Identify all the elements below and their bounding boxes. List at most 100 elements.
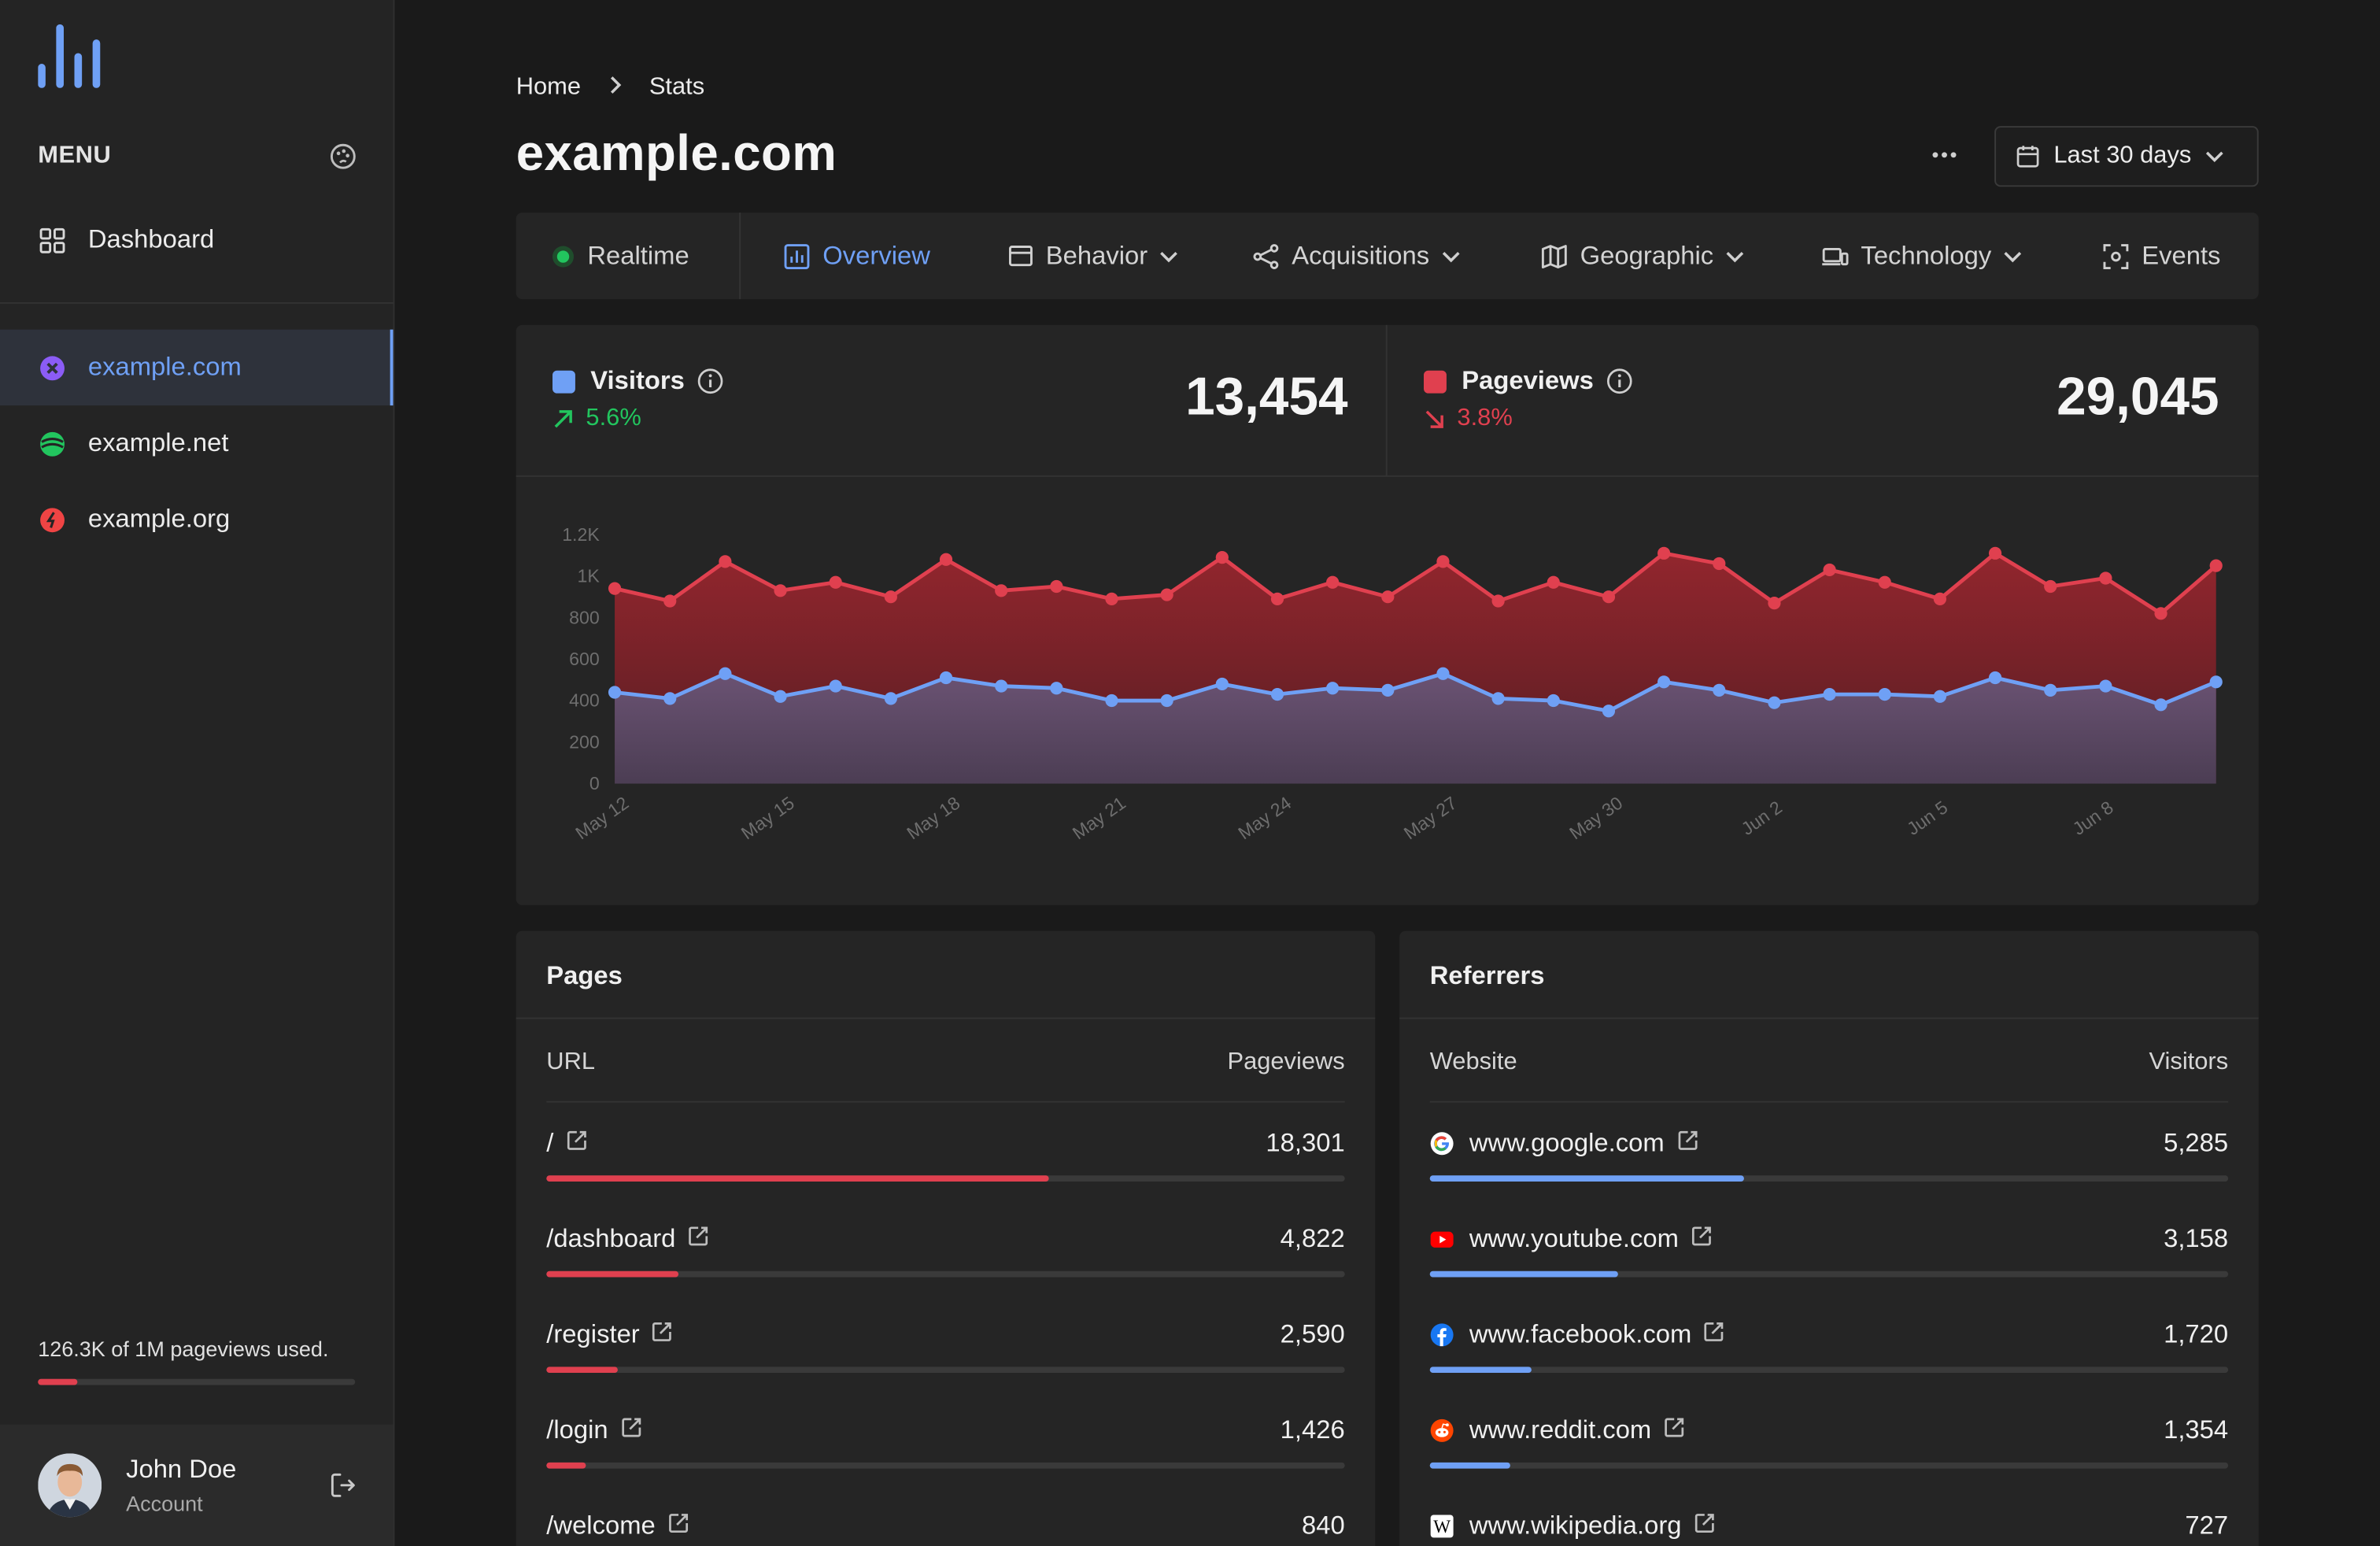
data-point[interactable] bbox=[608, 582, 622, 595]
tab-geographic[interactable]: Geographic bbox=[1540, 213, 1744, 299]
table-row[interactable]: /register 2,590 bbox=[546, 1319, 1345, 1416]
data-point[interactable] bbox=[995, 584, 1008, 597]
data-point[interactable] bbox=[1658, 546, 1671, 560]
tab-events[interactable]: Events bbox=[2102, 213, 2220, 299]
data-point[interactable] bbox=[719, 555, 732, 568]
data-point[interactable] bbox=[663, 692, 677, 705]
avatar[interactable] bbox=[38, 1453, 102, 1518]
data-point[interactable] bbox=[1050, 682, 1063, 695]
info-icon[interactable] bbox=[697, 368, 724, 395]
row-label[interactable]: /register bbox=[546, 1319, 640, 1349]
data-point[interactable] bbox=[1491, 692, 1505, 705]
data-point[interactable] bbox=[1381, 590, 1395, 604]
data-point[interactable] bbox=[719, 667, 732, 680]
data-point[interactable] bbox=[608, 686, 622, 699]
data-point[interactable] bbox=[774, 690, 787, 703]
tab-technology[interactable]: Technology bbox=[1821, 213, 2022, 299]
external-link-icon[interactable] bbox=[1664, 1415, 1685, 1446]
row-label[interactable]: www.reddit.com bbox=[1469, 1415, 1652, 1444]
data-point[interactable] bbox=[2044, 683, 2057, 697]
data-point[interactable] bbox=[1768, 696, 1781, 709]
table-row[interactable]: www.google.com 5,285 bbox=[1429, 1128, 2229, 1224]
visitors-stat[interactable]: Visitors 5.6% 13,454 bbox=[516, 325, 1388, 477]
data-point[interactable] bbox=[1270, 592, 1284, 605]
sidebar-item-dashboard[interactable]: Dashboard bbox=[0, 202, 393, 278]
data-point[interactable] bbox=[1933, 592, 1947, 605]
external-link-icon[interactable] bbox=[566, 1128, 587, 1159]
pageviews-stat[interactable]: Pageviews 3.8% 29,045 bbox=[1388, 325, 2259, 477]
logout-icon[interactable] bbox=[329, 1471, 357, 1499]
external-link-icon[interactable] bbox=[1676, 1128, 1698, 1159]
data-point[interactable] bbox=[1160, 693, 1173, 708]
data-point[interactable] bbox=[1215, 677, 1229, 691]
sidebar-item-example-com[interactable]: example.com bbox=[0, 329, 394, 406]
data-point[interactable] bbox=[1436, 667, 1450, 680]
account-panel[interactable]: John Doe Account bbox=[0, 1424, 394, 1546]
external-link-icon[interactable] bbox=[1694, 1511, 1715, 1542]
data-point[interactable] bbox=[1823, 688, 1836, 701]
table-row[interactable]: / 18,301 bbox=[546, 1128, 1345, 1224]
data-point[interactable] bbox=[2154, 607, 2168, 620]
sidebar-item-example-org[interactable]: example.org bbox=[0, 482, 393, 557]
external-link-icon[interactable] bbox=[688, 1224, 709, 1255]
table-row[interactable]: /login 1,426 bbox=[546, 1415, 1345, 1511]
row-label[interactable]: / bbox=[546, 1128, 554, 1158]
tab-behavior[interactable]: Behavior bbox=[1008, 213, 1178, 299]
data-point[interactable] bbox=[1602, 705, 1616, 718]
data-point[interactable] bbox=[2154, 698, 2168, 712]
data-point[interactable] bbox=[1933, 690, 1947, 703]
table-row[interactable]: www.youtube.com 3,158 bbox=[1429, 1223, 2229, 1320]
data-point[interactable] bbox=[1988, 546, 2002, 560]
row-label[interactable]: www.facebook.com bbox=[1469, 1319, 1692, 1349]
table-row[interactable]: /welcome 840 bbox=[546, 1511, 1344, 1546]
data-point[interactable] bbox=[1105, 693, 1118, 708]
external-link-icon[interactable] bbox=[620, 1415, 641, 1446]
external-link-icon[interactable] bbox=[652, 1320, 673, 1351]
data-point[interactable] bbox=[1270, 688, 1284, 701]
row-label[interactable]: /welcome bbox=[546, 1511, 656, 1540]
table-row[interactable]: /dashboard 4,822 bbox=[546, 1223, 1345, 1320]
data-point[interactable] bbox=[829, 679, 842, 693]
data-point[interactable] bbox=[774, 584, 787, 597]
external-link-icon[interactable] bbox=[667, 1511, 689, 1542]
info-icon[interactable] bbox=[1606, 368, 1633, 395]
data-point[interactable] bbox=[1326, 682, 1340, 695]
sidebar-item-example-net[interactable]: example.net bbox=[0, 405, 393, 481]
data-point[interactable] bbox=[1491, 594, 1505, 608]
row-label[interactable]: /dashboard bbox=[546, 1223, 676, 1253]
row-label[interactable]: www.youtube.com bbox=[1469, 1223, 1679, 1253]
row-label[interactable]: www.wikipedia.org bbox=[1469, 1511, 1682, 1540]
data-point[interactable] bbox=[1105, 592, 1118, 605]
table-row[interactable]: www.reddit.com 1,354 bbox=[1429, 1415, 2229, 1511]
data-point[interactable] bbox=[1050, 579, 1063, 594]
app-logo[interactable] bbox=[38, 24, 105, 88]
tab-overview[interactable]: Overview bbox=[783, 213, 930, 299]
data-point[interactable] bbox=[1878, 575, 1891, 589]
date-range-select[interactable]: Last 30 days bbox=[1994, 126, 2259, 187]
data-point[interactable] bbox=[884, 590, 897, 604]
data-point[interactable] bbox=[1436, 555, 1450, 568]
tab-acquisitions[interactable]: Acquisitions bbox=[1252, 213, 1460, 299]
data-point[interactable] bbox=[1988, 671, 2002, 685]
data-point[interactable] bbox=[2209, 675, 2223, 689]
data-point[interactable] bbox=[1768, 597, 1781, 610]
data-point[interactable] bbox=[2099, 679, 2112, 693]
data-point[interactable] bbox=[1823, 563, 1836, 577]
data-point[interactable] bbox=[1713, 557, 1726, 571]
data-point[interactable] bbox=[1878, 688, 1891, 701]
data-point[interactable] bbox=[1547, 693, 1560, 708]
external-link-icon[interactable] bbox=[1704, 1320, 1725, 1351]
data-point[interactable] bbox=[1713, 683, 1726, 697]
data-point[interactable] bbox=[1658, 675, 1671, 689]
more-options-icon[interactable] bbox=[1922, 139, 1968, 170]
data-point[interactable] bbox=[995, 679, 1008, 693]
data-point[interactable] bbox=[939, 553, 953, 566]
tab-realtime[interactable]: Realtime bbox=[551, 213, 689, 299]
data-point[interactable] bbox=[1381, 683, 1395, 697]
data-point[interactable] bbox=[829, 575, 842, 589]
data-point[interactable] bbox=[939, 671, 953, 685]
data-point[interactable] bbox=[1547, 575, 1560, 589]
table-row[interactable]: www.facebook.com 1,720 bbox=[1429, 1319, 2229, 1416]
row-label[interactable]: www.google.com bbox=[1469, 1128, 1665, 1158]
data-point[interactable] bbox=[2099, 571, 2112, 585]
